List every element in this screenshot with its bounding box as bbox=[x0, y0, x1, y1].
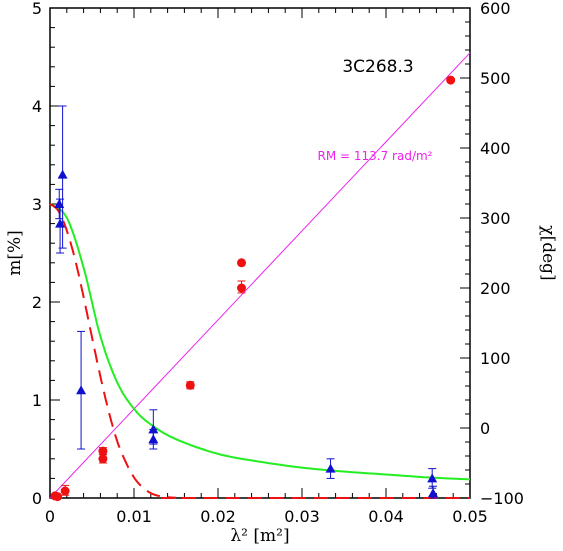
x-tick-label: 0.01 bbox=[116, 507, 152, 526]
y-left-tick-label: 3 bbox=[32, 195, 42, 214]
y-right-tick-label: 400 bbox=[480, 139, 511, 158]
y-left-axis-title: m[%] bbox=[5, 230, 25, 276]
x-tick-label: 0.02 bbox=[200, 507, 236, 526]
angle-point bbox=[60, 486, 70, 496]
y-right-tick-label: 500 bbox=[480, 69, 511, 88]
y-left-tick-label: 1 bbox=[32, 391, 42, 410]
angle-point bbox=[237, 258, 247, 268]
polarization-point bbox=[325, 463, 336, 473]
polarization-point bbox=[76, 385, 87, 395]
angle-point bbox=[185, 380, 195, 390]
angle-point bbox=[98, 446, 108, 456]
data-markers bbox=[50, 75, 456, 502]
angle-point bbox=[446, 75, 456, 85]
y-right-tick-label: −100 bbox=[480, 489, 524, 508]
y-right-tick-label: 100 bbox=[480, 349, 511, 368]
x-tick-label: 0.04 bbox=[368, 507, 404, 526]
rm-annotation: RM = 113.7 rad/m² bbox=[318, 149, 433, 163]
polarization-point bbox=[427, 473, 438, 483]
y-right-axis-title: χ[deg] bbox=[538, 225, 558, 280]
y-right-tick-label: 200 bbox=[480, 279, 511, 298]
x-tick-label: 0.05 bbox=[452, 507, 488, 526]
y-right-tick-label: 600 bbox=[480, 0, 511, 18]
burn-depolarization-curve bbox=[49, 203, 470, 499]
y-left-tick-label: 4 bbox=[32, 97, 42, 116]
polarization-point bbox=[148, 434, 159, 444]
x-tick-label: 0 bbox=[45, 507, 55, 526]
angle-point bbox=[53, 492, 63, 502]
y-right-tick-label: 0 bbox=[480, 419, 490, 438]
y-left-tick-label: 5 bbox=[32, 0, 42, 18]
y-right-tick-label: 300 bbox=[480, 209, 511, 228]
polarization-point bbox=[57, 169, 68, 179]
angle-point bbox=[237, 283, 247, 293]
error-bars bbox=[55, 105, 438, 499]
fit-curves bbox=[49, 52, 471, 499]
tick-labels: 0 0.01 0.02 0.03 0.04 0.05 0 1 2 3 4 5 −100 0 100 200 30… bbox=[32, 0, 524, 526]
rm-fit-line bbox=[49, 52, 471, 499]
x-tick-label: 0.03 bbox=[284, 507, 320, 526]
y-left-tick-label: 2 bbox=[32, 293, 42, 312]
x-axis-title: λ² [m²] bbox=[230, 526, 289, 546]
angle-point bbox=[98, 454, 108, 464]
polarization-point bbox=[148, 424, 159, 434]
external-depolarization-curve bbox=[49, 203, 471, 481]
polarization-point bbox=[54, 199, 65, 208]
polarization-point bbox=[428, 488, 439, 498]
source-annotation: 3C268.3 bbox=[342, 57, 413, 77]
polarization-point bbox=[55, 218, 66, 228]
y-left-tick-label: 0 bbox=[32, 489, 42, 508]
ticks bbox=[49, 7, 471, 499]
